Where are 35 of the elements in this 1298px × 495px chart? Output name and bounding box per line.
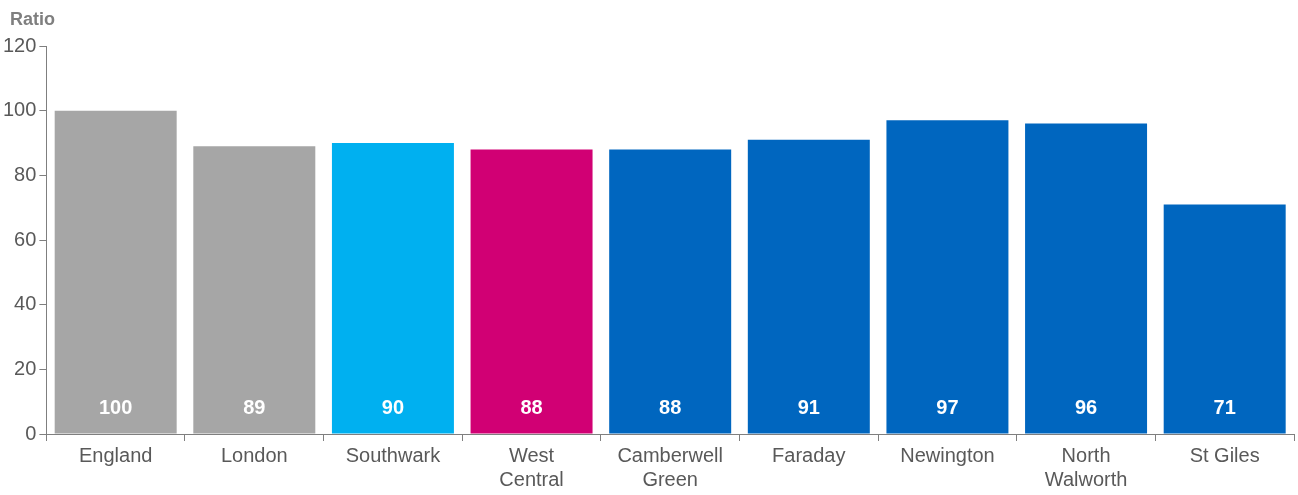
- data-label: 89: [243, 395, 266, 418]
- x-tick-label: Camberwell Green: [617, 443, 723, 490]
- bar: [747, 139, 870, 434]
- x-tick-label: North Walworth: [1044, 443, 1128, 490]
- data-label: 96: [1074, 395, 1098, 418]
- bar: [54, 110, 177, 434]
- bar: [470, 149, 593, 434]
- y-axis-title: Ratio: [10, 8, 55, 29]
- x-tick-label: Faraday: [772, 443, 846, 466]
- data-label: 71: [1213, 395, 1236, 418]
- x-tick-label: Newington: [900, 443, 995, 466]
- y-tick-label: 0: [25, 421, 37, 444]
- bar: [886, 120, 1009, 434]
- data-label: 91: [797, 395, 820, 418]
- y-tick-label: 40: [14, 292, 37, 315]
- bar: [193, 146, 316, 434]
- data-label: 90: [381, 395, 405, 418]
- y-tick-label: 20: [14, 356, 37, 379]
- data-label: 100: [98, 395, 133, 418]
- data-label: 97: [936, 395, 959, 418]
- bar: [1025, 123, 1148, 434]
- x-tick-label: London: [220, 443, 288, 466]
- data-label: 88: [520, 395, 543, 418]
- x-tick-label: St Giles: [1189, 443, 1260, 466]
- x-tick-label: England: [78, 443, 153, 466]
- x-tick-label: Southwark: [345, 443, 442, 466]
- bar: [331, 143, 454, 434]
- y-tick-label: 100: [2, 98, 37, 121]
- y-tick-label: 120: [2, 33, 37, 56]
- x-tick-label: West Central: [499, 443, 564, 490]
- data-label: 88: [659, 395, 682, 418]
- y-tick-label: 80: [14, 162, 37, 185]
- y-tick-label: 60: [14, 227, 37, 250]
- bar: [1163, 204, 1286, 434]
- bar: [609, 149, 732, 434]
